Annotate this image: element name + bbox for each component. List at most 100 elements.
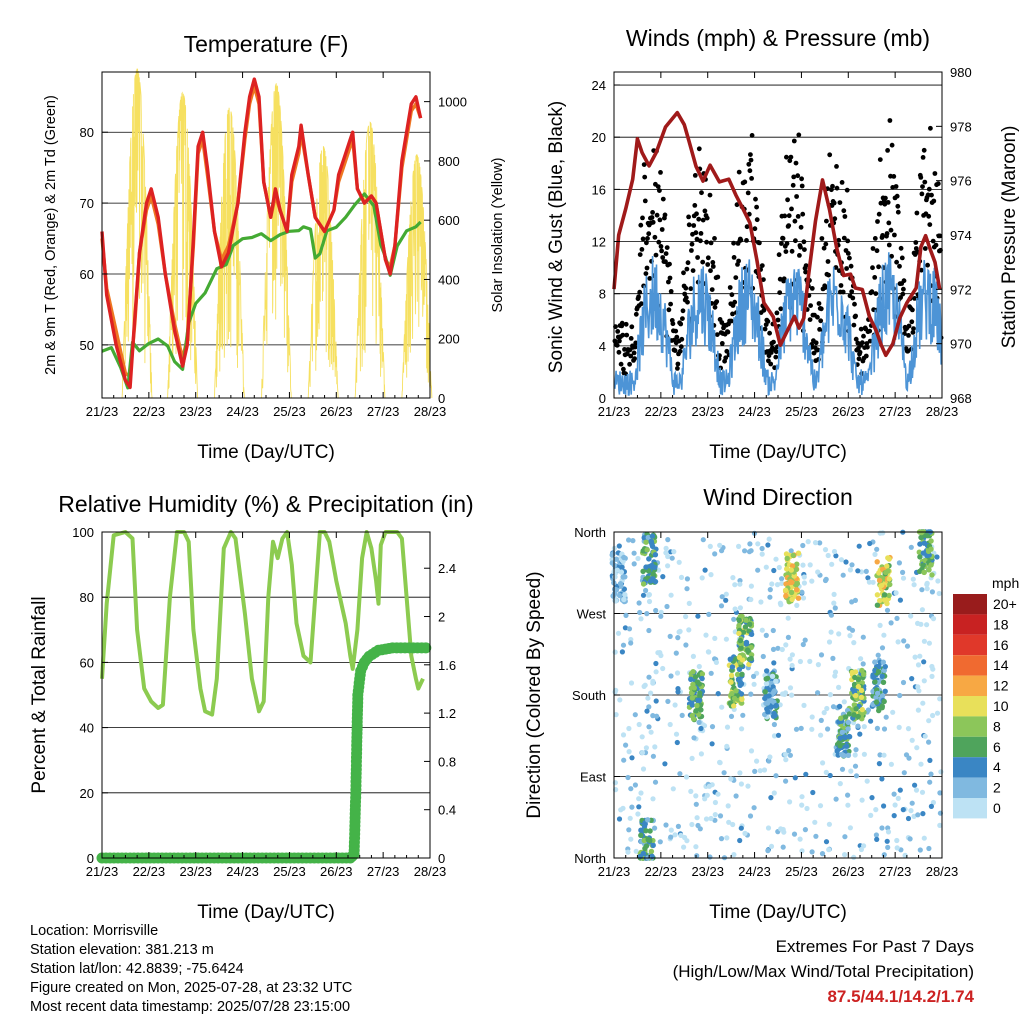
direction-point bbox=[751, 681, 757, 687]
direction-point bbox=[614, 567, 620, 573]
direction-point bbox=[858, 687, 865, 694]
x-tick-label: 24/23 bbox=[226, 404, 259, 419]
direction-point bbox=[646, 674, 652, 680]
gust-point bbox=[864, 341, 870, 346]
gust-point bbox=[782, 213, 788, 219]
gust-point bbox=[927, 222, 933, 228]
gust-point bbox=[618, 361, 624, 367]
direction-point bbox=[801, 574, 807, 580]
direction-point bbox=[824, 705, 830, 712]
direction-point bbox=[664, 603, 670, 610]
gust-point bbox=[847, 255, 852, 261]
direction-point bbox=[883, 569, 889, 576]
x-tick-label: 24/23 bbox=[738, 864, 771, 879]
y2-tick-label: 0 bbox=[438, 851, 445, 866]
direction-point bbox=[715, 791, 721, 797]
direction-point bbox=[843, 559, 849, 565]
direction-point bbox=[663, 545, 669, 552]
x-tick-label: 21/23 bbox=[598, 404, 631, 419]
direction-point bbox=[641, 535, 647, 541]
gust-point bbox=[821, 245, 827, 251]
gust-point bbox=[666, 307, 672, 313]
direction-point bbox=[674, 670, 681, 676]
gust-point bbox=[895, 209, 901, 215]
direction-point bbox=[859, 706, 865, 713]
direction-point bbox=[852, 763, 859, 769]
gust-point bbox=[895, 203, 901, 209]
y2-tick-label: 200 bbox=[438, 332, 460, 347]
direction-point bbox=[793, 726, 800, 732]
direction-point bbox=[663, 550, 669, 556]
direction-point bbox=[775, 732, 782, 738]
direction-point bbox=[622, 592, 628, 598]
direction-point bbox=[724, 835, 730, 841]
gust-point bbox=[693, 230, 699, 236]
y2-tick-label: 0 bbox=[438, 391, 445, 406]
gust-point bbox=[681, 270, 686, 276]
direction-point bbox=[620, 642, 627, 648]
direction-point bbox=[855, 683, 862, 690]
direction-point bbox=[769, 673, 776, 679]
direction-point bbox=[763, 676, 769, 682]
station-latlon: Station lat/lon: 42.8839; -75.6424 bbox=[30, 961, 244, 977]
gust-point bbox=[791, 174, 797, 180]
gust-point bbox=[656, 239, 662, 245]
direction-point bbox=[723, 597, 729, 603]
direction-point bbox=[746, 549, 753, 555]
direction-point bbox=[881, 698, 887, 705]
direction-point bbox=[877, 622, 883, 629]
solar-insolation-line bbox=[214, 107, 245, 399]
direction-point bbox=[846, 734, 853, 740]
gust-point bbox=[925, 192, 931, 198]
direction-point bbox=[881, 726, 888, 732]
series-line-2m-t bbox=[100, 77, 423, 390]
direction-point bbox=[845, 719, 852, 726]
gust-point bbox=[786, 213, 792, 219]
gust-point bbox=[836, 237, 842, 243]
direction-point bbox=[712, 817, 718, 823]
direction-point bbox=[759, 627, 765, 633]
gust-point bbox=[921, 147, 927, 153]
direction-point bbox=[663, 822, 669, 828]
direction-point bbox=[623, 612, 629, 619]
direction-point bbox=[881, 852, 887, 858]
gust-point bbox=[667, 275, 673, 281]
direction-point bbox=[830, 655, 836, 662]
direction-point bbox=[885, 825, 891, 831]
gust-point bbox=[779, 241, 784, 246]
gust-point bbox=[872, 275, 878, 280]
legend-title: mph bbox=[992, 575, 1019, 591]
gust-point bbox=[633, 311, 639, 317]
direction-point bbox=[653, 669, 659, 675]
direction-point bbox=[842, 834, 848, 840]
direction-point bbox=[731, 852, 737, 858]
y-tick-label: 20 bbox=[592, 130, 606, 145]
gust-point bbox=[668, 301, 673, 307]
direction-point bbox=[650, 842, 656, 849]
direction-point bbox=[699, 575, 705, 581]
gust-point bbox=[641, 162, 647, 168]
direction-point bbox=[809, 578, 815, 584]
x-tick-label: 27/23 bbox=[879, 404, 912, 419]
direction-point bbox=[789, 563, 796, 569]
direction-point bbox=[809, 714, 815, 720]
direction-point bbox=[840, 572, 846, 578]
direction-point bbox=[768, 697, 774, 704]
gust-point bbox=[891, 174, 897, 179]
gust-point bbox=[792, 218, 798, 224]
direction-point bbox=[643, 843, 650, 849]
gust-point bbox=[705, 262, 711, 267]
direction-points bbox=[609, 529, 944, 861]
direction-point bbox=[825, 726, 831, 732]
y-axis-label: Sonic Wind & Gust (Blue, Black) bbox=[546, 101, 567, 373]
gust-point bbox=[926, 186, 932, 192]
gust-point bbox=[818, 318, 824, 324]
direction-point bbox=[693, 801, 699, 807]
direction-point bbox=[784, 555, 790, 562]
direction-point bbox=[838, 557, 845, 563]
direction-point bbox=[770, 627, 776, 634]
direction-point bbox=[645, 695, 651, 701]
direction-point bbox=[826, 821, 833, 827]
direction-point bbox=[860, 661, 866, 667]
direction-point bbox=[675, 823, 682, 830]
